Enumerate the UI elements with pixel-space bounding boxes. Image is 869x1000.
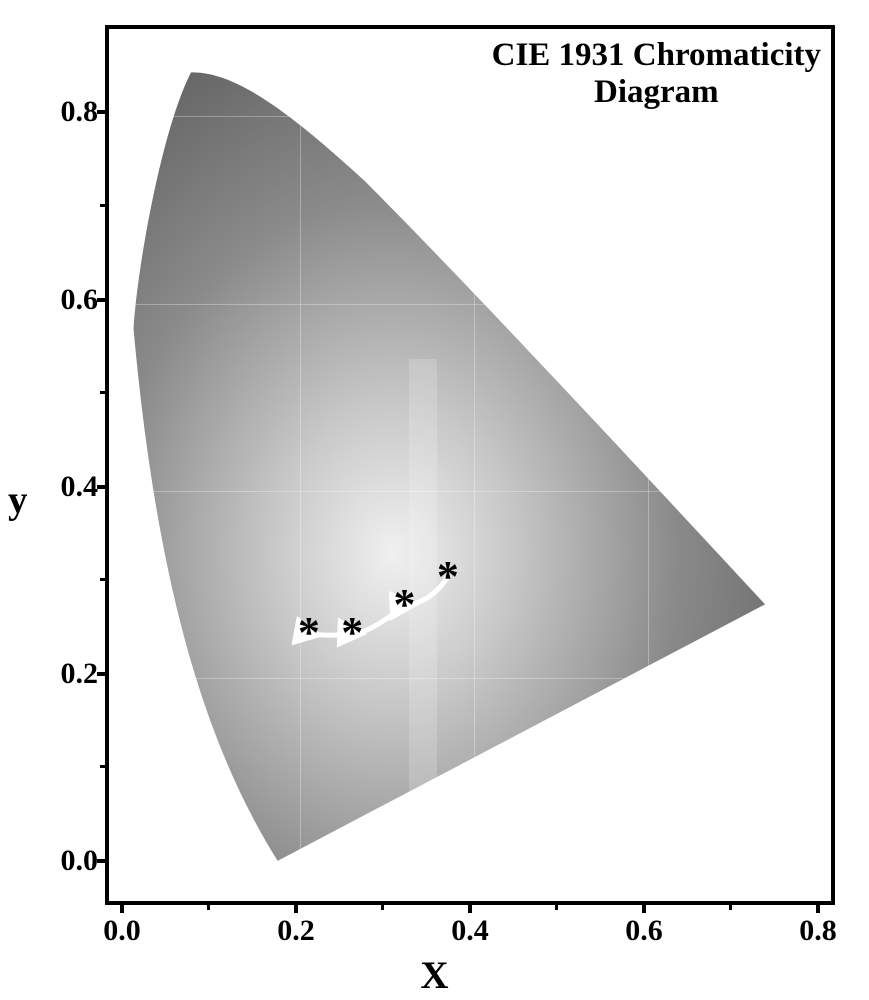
x-tick-minor — [207, 905, 210, 910]
x-tick — [816, 905, 820, 913]
y-tick — [97, 298, 105, 302]
y-tick — [97, 110, 105, 114]
y-tick-minor — [100, 391, 105, 394]
y-tick-label: 0.6 — [50, 283, 98, 317]
x-tick-minor — [381, 905, 384, 910]
gridline — [109, 304, 831, 305]
gridline — [648, 29, 649, 901]
x-tick — [468, 905, 472, 913]
y-tick-minor — [100, 204, 105, 207]
data-point-marker: * — [394, 583, 416, 627]
y-tick — [97, 485, 105, 489]
y-axis-label: y — [8, 478, 28, 523]
y-tick — [97, 672, 105, 676]
x-axis-label: X — [420, 953, 448, 998]
x-tick — [294, 905, 298, 913]
gridline — [109, 491, 831, 492]
data-point-marker: * — [341, 611, 363, 655]
title-line-1: CIE 1931 Chromaticity — [492, 37, 821, 74]
gridline — [126, 29, 127, 901]
x-tick-label: 0.8 — [799, 914, 837, 948]
y-tick-label: 0.2 — [50, 657, 98, 691]
y-tick-minor — [100, 765, 105, 768]
x-tick-label: 0.4 — [451, 914, 489, 948]
title-line-2: Diagram — [492, 74, 821, 111]
x-tick-minor — [555, 905, 558, 910]
x-tick-label: 0.6 — [625, 914, 663, 948]
gridline — [300, 29, 301, 901]
y-tick-label: 0.8 — [50, 95, 98, 129]
y-tick-label: 0.0 — [50, 844, 98, 878]
gridline — [109, 116, 831, 117]
y-tick-minor — [100, 578, 105, 581]
x-tick — [120, 905, 124, 913]
plot-area: * * * * CIE 1931 Chromaticity Diagram — [105, 25, 835, 905]
x-tick-label: 0.0 — [103, 914, 141, 948]
x-tick — [642, 905, 646, 913]
gridline — [109, 678, 831, 679]
data-point-marker: * — [298, 611, 320, 655]
gridline — [822, 29, 823, 901]
chart-title: CIE 1931 Chromaticity Diagram — [492, 37, 821, 111]
gridline — [109, 865, 831, 866]
data-point-marker: * — [437, 555, 459, 599]
spectral-locus — [109, 29, 835, 905]
y-tick — [97, 859, 105, 863]
gridline — [474, 29, 475, 901]
y-tick-label: 0.4 — [50, 470, 98, 504]
x-tick-minor — [729, 905, 732, 910]
x-tick-label: 0.2 — [277, 914, 315, 948]
chromaticity-chart: y X 0.0 0.2 0.4 0.6 0.8 0.0 0.2 0.4 0.6 … — [0, 0, 869, 1000]
